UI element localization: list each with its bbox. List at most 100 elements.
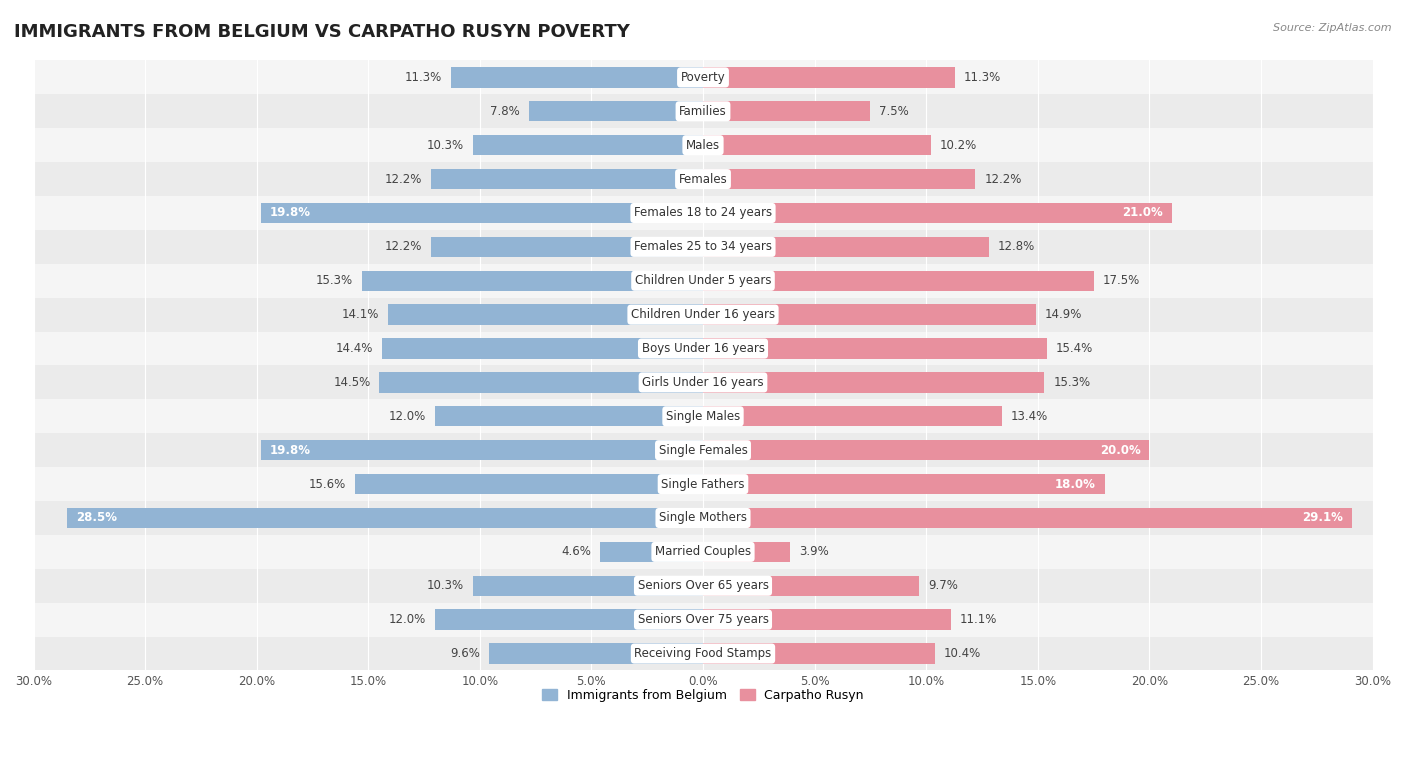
Text: 12.2%: 12.2% [384,173,422,186]
Text: 11.1%: 11.1% [960,613,997,626]
Text: Single Males: Single Males [666,410,740,423]
Bar [34,434,1372,467]
Text: Source: ZipAtlas.com: Source: ZipAtlas.com [1274,23,1392,33]
Bar [34,61,1372,94]
Bar [34,230,1372,264]
Bar [34,501,1372,535]
Text: 10.3%: 10.3% [427,139,464,152]
Bar [451,67,703,88]
Bar [34,603,1372,637]
Bar [430,169,703,190]
Bar [34,264,1372,298]
Bar [436,406,703,427]
Bar [34,399,1372,434]
Bar [703,474,1105,494]
Text: 20.0%: 20.0% [1099,443,1140,457]
Bar [67,508,703,528]
Bar [262,203,703,223]
Text: Families: Families [679,105,727,117]
Bar [381,338,703,359]
Text: Males: Males [686,139,720,152]
Bar [34,535,1372,568]
Bar [703,271,1094,291]
Text: 11.3%: 11.3% [965,71,1001,84]
Bar [436,609,703,630]
Text: Girls Under 16 years: Girls Under 16 years [643,376,763,389]
Text: Females 25 to 34 years: Females 25 to 34 years [634,240,772,253]
Text: 4.6%: 4.6% [561,545,592,559]
Bar [430,236,703,257]
Text: 18.0%: 18.0% [1054,478,1095,490]
Text: 9.7%: 9.7% [928,579,959,592]
Bar [34,196,1372,230]
Text: 12.0%: 12.0% [389,410,426,423]
Bar [354,474,703,494]
Legend: Immigrants from Belgium, Carpatho Rusyn: Immigrants from Belgium, Carpatho Rusyn [537,684,869,707]
Text: 21.0%: 21.0% [1122,206,1163,220]
Bar [529,101,703,121]
Text: 17.5%: 17.5% [1102,274,1140,287]
Bar [703,203,1171,223]
Text: 19.8%: 19.8% [270,443,311,457]
Bar [34,298,1372,331]
Bar [703,440,1149,460]
Text: 15.3%: 15.3% [315,274,353,287]
Bar [703,542,790,562]
Bar [380,372,703,393]
Text: 19.8%: 19.8% [270,206,311,220]
Text: 14.4%: 14.4% [336,342,373,355]
Text: Boys Under 16 years: Boys Under 16 years [641,342,765,355]
Text: 29.1%: 29.1% [1302,512,1344,525]
Bar [34,128,1372,162]
Bar [262,440,703,460]
Text: Single Females: Single Females [658,443,748,457]
Bar [703,575,920,596]
Bar [34,568,1372,603]
Text: Poverty: Poverty [681,71,725,84]
Bar [34,365,1372,399]
Text: 3.9%: 3.9% [799,545,828,559]
Bar [474,135,703,155]
Text: Children Under 5 years: Children Under 5 years [634,274,772,287]
Bar [34,94,1372,128]
Bar [489,644,703,664]
Text: IMMIGRANTS FROM BELGIUM VS CARPATHO RUSYN POVERTY: IMMIGRANTS FROM BELGIUM VS CARPATHO RUSY… [14,23,630,41]
Bar [703,236,988,257]
Text: 14.1%: 14.1% [342,309,380,321]
Text: 10.2%: 10.2% [939,139,977,152]
Text: Seniors Over 75 years: Seniors Over 75 years [637,613,769,626]
Text: 7.8%: 7.8% [491,105,520,117]
Bar [361,271,703,291]
Text: 10.4%: 10.4% [943,647,981,660]
Bar [703,305,1035,325]
Text: Females 18 to 24 years: Females 18 to 24 years [634,206,772,220]
Text: 12.0%: 12.0% [389,613,426,626]
Bar [703,169,976,190]
Text: 28.5%: 28.5% [76,512,117,525]
Bar [703,67,955,88]
Text: Married Couples: Married Couples [655,545,751,559]
Text: Receiving Food Stamps: Receiving Food Stamps [634,647,772,660]
Bar [703,135,931,155]
Bar [600,542,703,562]
Text: Single Mothers: Single Mothers [659,512,747,525]
Bar [703,406,1002,427]
Text: 11.3%: 11.3% [405,71,441,84]
Text: Single Fathers: Single Fathers [661,478,745,490]
Bar [34,467,1372,501]
Bar [703,609,950,630]
Bar [474,575,703,596]
Text: Females: Females [679,173,727,186]
Bar [703,372,1045,393]
Bar [703,338,1046,359]
Bar [34,162,1372,196]
Text: 13.4%: 13.4% [1011,410,1049,423]
Text: Children Under 16 years: Children Under 16 years [631,309,775,321]
Bar [703,644,935,664]
Bar [34,637,1372,671]
Text: 10.3%: 10.3% [427,579,464,592]
Text: 12.2%: 12.2% [384,240,422,253]
Bar [703,101,870,121]
Text: 14.5%: 14.5% [333,376,371,389]
Text: 15.3%: 15.3% [1053,376,1091,389]
